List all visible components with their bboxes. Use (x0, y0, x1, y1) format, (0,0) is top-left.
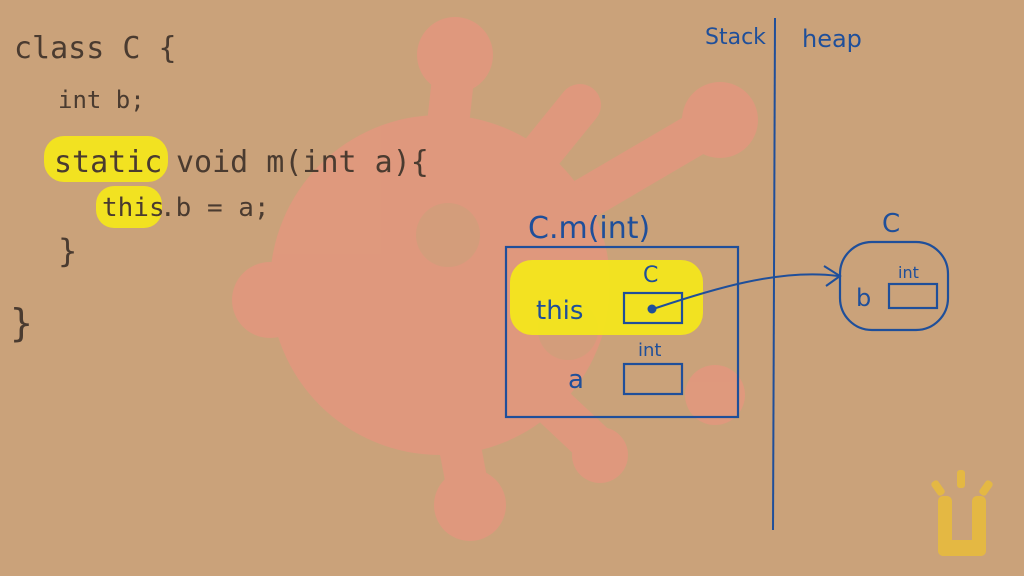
udacity-logo (931, 470, 993, 556)
a-value-slot (622, 362, 684, 396)
this-keyword-highlight (96, 186, 162, 228)
this-type-label: C (643, 263, 658, 288)
code-keyword-this: this (102, 193, 165, 223)
field-b-slot (887, 282, 939, 310)
code-line-class-close: } (10, 301, 33, 345)
reference-dot (647, 304, 657, 314)
object-type-label: C (882, 209, 900, 239)
stack-heap-divider (772, 17, 776, 531)
stack-frame (504, 245, 740, 419)
code-line-class: class C { (14, 31, 177, 66)
code-line-method-close: } (58, 232, 77, 270)
code-line-assign: .b = a; (160, 193, 270, 223)
code-line-method: void m(int a){ (176, 145, 429, 180)
heap-object (838, 240, 950, 332)
field-b-label: b (856, 284, 871, 312)
reference-arrow (655, 273, 839, 309)
frame-title: C.m(int) (528, 211, 650, 246)
this-row-highlight (510, 260, 703, 335)
this-variable-label: this (536, 296, 583, 326)
code-line-field: int b; (58, 86, 145, 114)
heap-label: heap (802, 25, 862, 53)
a-type-label: int (638, 340, 661, 361)
code-keyword-static: static (54, 145, 162, 180)
static-keyword-highlight (44, 136, 168, 182)
virus-icon (232, 17, 758, 541)
field-b-type-label: int (898, 263, 919, 282)
stack-label: Stack (705, 25, 766, 50)
a-variable-label: a (568, 365, 584, 395)
this-reference-slot (622, 291, 684, 325)
